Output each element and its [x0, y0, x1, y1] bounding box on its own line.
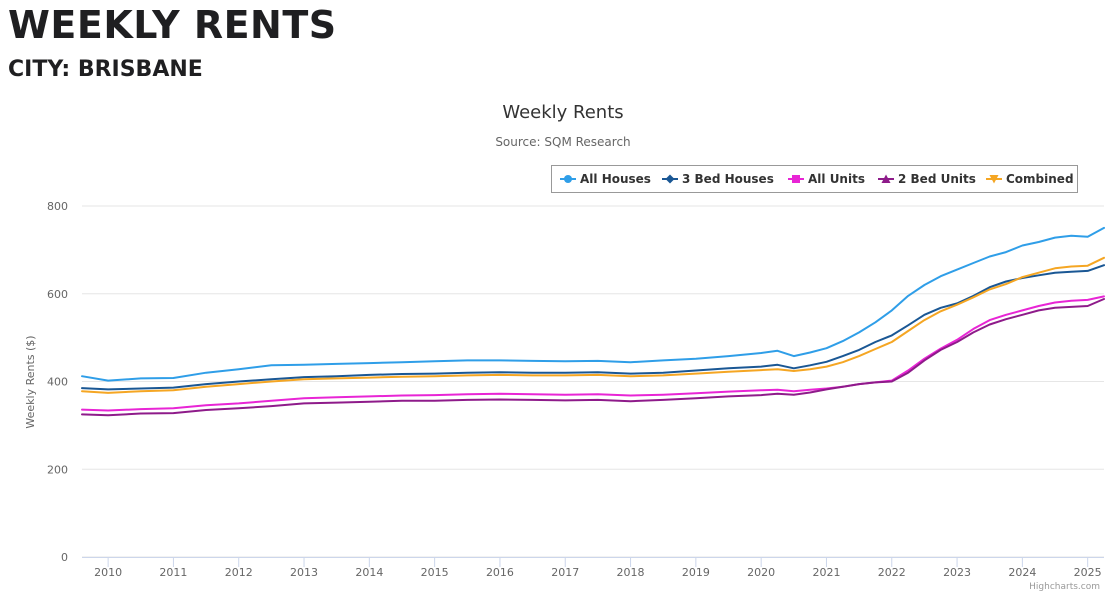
legend-item-2[interactable]: All Units: [788, 172, 865, 186]
x-tick-label: 2020: [747, 566, 775, 579]
x-tick-label: 2019: [682, 566, 710, 579]
x-tick-label: 2013: [290, 566, 318, 579]
legend-marker: [792, 175, 800, 183]
x-tick-label: 2010: [94, 566, 122, 579]
legend-marker: [665, 174, 675, 184]
x-tick-label: 2011: [159, 566, 187, 579]
legend-marker: [881, 174, 891, 183]
y-tick-label: 800: [47, 200, 68, 213]
legend-marker: [564, 175, 572, 183]
axes: 0 200 400 600 800 2010 2011 2012 2013 2014 2015 201…: [47, 200, 1104, 579]
legend-item-3[interactable]: 2 Bed Units: [878, 172, 976, 186]
x-tick-label: 2012: [225, 566, 253, 579]
y-tick-label: 600: [47, 288, 68, 301]
series-line-1[interactable]: [81, 264, 1105, 391]
x-tick-label: 2022: [878, 566, 906, 579]
legend-item-0[interactable]: All Houses: [560, 172, 651, 186]
y-tick-label: 0: [61, 551, 68, 564]
x-tick-label: 2021: [812, 566, 840, 579]
series-line-0[interactable]: [81, 226, 1105, 382]
chart-subtitle: Source: SQM Research: [495, 135, 630, 149]
legend-item-4[interactable]: Combined: [986, 172, 1074, 186]
chart-title: Weekly Rents: [502, 102, 623, 123]
legend-label: 3 Bed Houses: [682, 172, 774, 186]
legend-marker: [989, 175, 999, 184]
page-title: WEEKLY RENTS: [8, 3, 337, 47]
legend-item-1[interactable]: 3 Bed Houses: [662, 172, 774, 186]
x-tick-label: 2015: [421, 566, 449, 579]
x-tick-label: 2016: [486, 566, 514, 579]
y-axis-title: Weekly Rents ($): [24, 335, 37, 428]
series-line-3[interactable]: [81, 298, 1105, 417]
x-tick-label: 2025: [1074, 566, 1102, 579]
y-tick-label: 400: [47, 376, 68, 389]
legend[interactable]: All Houses 3 Bed Houses All Units 2 Bed Uni…: [551, 165, 1078, 193]
page-subtitle: CITY: BRISBANE: [8, 57, 203, 82]
series-line-4[interactable]: [81, 256, 1105, 394]
x-tick-label: 2017: [551, 566, 579, 579]
legend-label: Combined: [1006, 172, 1074, 186]
x-tick-label: 2014: [355, 566, 383, 579]
legend-label: All Units: [808, 172, 865, 186]
x-tick-label: 2023: [943, 566, 971, 579]
credits[interactable]: Highcharts.com: [1029, 582, 1100, 592]
series: [81, 226, 1105, 417]
y-tick-label: 200: [47, 463, 68, 476]
legend-label: 2 Bed Units: [898, 172, 976, 186]
x-tick-label: 2018: [617, 566, 645, 579]
legend-label: All Houses: [580, 172, 651, 186]
series-line-2[interactable]: [81, 295, 1105, 412]
x-tick-label: 2024: [1008, 566, 1036, 579]
